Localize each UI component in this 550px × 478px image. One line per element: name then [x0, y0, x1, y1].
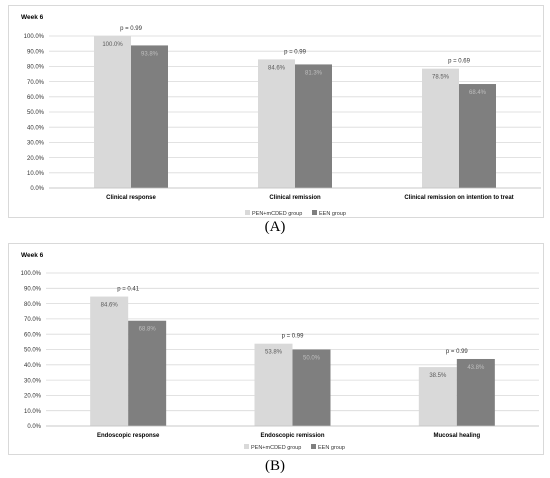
bar-een	[295, 64, 332, 188]
bar-pen-mcded	[90, 296, 129, 426]
bar-een	[292, 349, 331, 426]
y-tick-label: 100.0%	[21, 271, 42, 277]
y-tick-label: 0.0%	[27, 424, 41, 430]
chart-panel-b: Week 6 0.0% 10.0% 20.0% 30.0% 40.0% 50.0% 60.0%…	[8, 243, 544, 455]
x-category-label: Endoscopic remission	[260, 433, 324, 439]
y-tick-label: 50.0%	[27, 110, 45, 116]
bar-pen-mcded	[422, 68, 459, 188]
bar-een	[459, 84, 496, 188]
p-value-label: p = 0.99	[284, 49, 307, 55]
data-label: 38.5%	[429, 373, 447, 379]
p-value-label: p = 0.99	[446, 349, 469, 355]
y-tick-label: 70.0%	[24, 317, 42, 323]
x-category-label: Clinical remission on intention to treat	[404, 195, 513, 201]
y-tick-label: 80.0%	[27, 65, 45, 71]
caption-a: (A)	[264, 219, 286, 235]
bar-pen-mcded	[94, 36, 131, 188]
legend-swatch-een	[312, 210, 317, 215]
legend-swatch-pen-mcded	[245, 210, 250, 215]
x-category-label: Clinical remission	[269, 195, 321, 201]
bar-pen-mcded	[418, 367, 457, 426]
data-label: 53.8%	[265, 350, 283, 356]
data-label: 81.3%	[305, 70, 323, 76]
data-label: 78.5%	[432, 75, 450, 81]
y-tick-label: 60.0%	[24, 332, 42, 338]
y-tick-label: 40.0%	[24, 363, 42, 369]
y-tick-label: 70.0%	[27, 80, 45, 86]
y-tick-label: 30.0%	[24, 378, 42, 384]
legend-label: PEN+mCDED group	[251, 445, 301, 451]
x-category-label: Endoscopic response	[97, 433, 160, 439]
y-tick-label: 80.0%	[24, 302, 42, 308]
legend-label: EEN group	[319, 211, 346, 217]
y-tick-label: 10.0%	[24, 409, 42, 415]
bar-pen-mcded	[258, 59, 295, 188]
y-tick-label: 0.0%	[30, 186, 44, 192]
caption-b: (B)	[265, 458, 285, 474]
x-category-label: Clinical response	[106, 195, 156, 201]
bar-pen-mcded	[254, 343, 293, 426]
legend-swatch-pen-mcded	[244, 444, 249, 449]
p-value-label: p = 0.69	[448, 59, 471, 65]
bar-een	[456, 358, 495, 426]
data-label: 84.6%	[268, 65, 286, 71]
y-tick-label: 50.0%	[24, 348, 42, 354]
bar-een	[128, 320, 167, 426]
data-label: 93.8%	[141, 51, 159, 57]
chart-a-svg: Week 6 0.0% 10.0% 20.0% 30.0% 40.0% 50.0% 60.0%…	[21, 14, 541, 217]
y-tick-label: 60.0%	[27, 95, 45, 101]
y-tick-label: 20.0%	[27, 156, 45, 162]
p-value-label: p = 0.41	[117, 287, 140, 293]
y-tick-label: 10.0%	[27, 171, 45, 177]
data-label: 84.6%	[101, 303, 119, 309]
data-label: 100.0%	[102, 42, 123, 48]
chart-title: Week 6	[21, 14, 44, 21]
p-value-label: p = 0.99	[120, 26, 143, 32]
chart-b-svg: Week 6 0.0% 10.0% 20.0% 30.0% 40.0% 50.0% 60.0%…	[21, 252, 539, 451]
y-tick-label: 100.0%	[24, 34, 45, 40]
data-label: 43.8%	[467, 365, 485, 371]
legend-label: EEN group	[318, 445, 345, 451]
y-tick-label: 40.0%	[27, 125, 45, 131]
data-label: 68.8%	[139, 327, 157, 333]
bar-een	[131, 45, 168, 189]
y-tick-label: 20.0%	[24, 394, 42, 400]
chart-title: Week 6	[21, 252, 44, 259]
legend-swatch-een	[311, 444, 316, 449]
chart-panel-a: Week 6 0.0% 10.0% 20.0% 30.0% 40.0% 50.0% 60.0%…	[8, 5, 544, 218]
y-tick-label: 90.0%	[27, 49, 45, 55]
p-value-label: p = 0.99	[282, 334, 305, 340]
data-label: 50.0%	[303, 356, 321, 362]
legend-label: PEN+mCDED group	[252, 211, 302, 217]
y-tick-label: 30.0%	[27, 141, 45, 147]
x-category-label: Mucosal healing	[433, 433, 480, 439]
data-label: 68.4%	[469, 90, 487, 96]
y-tick-label: 90.0%	[24, 287, 42, 293]
